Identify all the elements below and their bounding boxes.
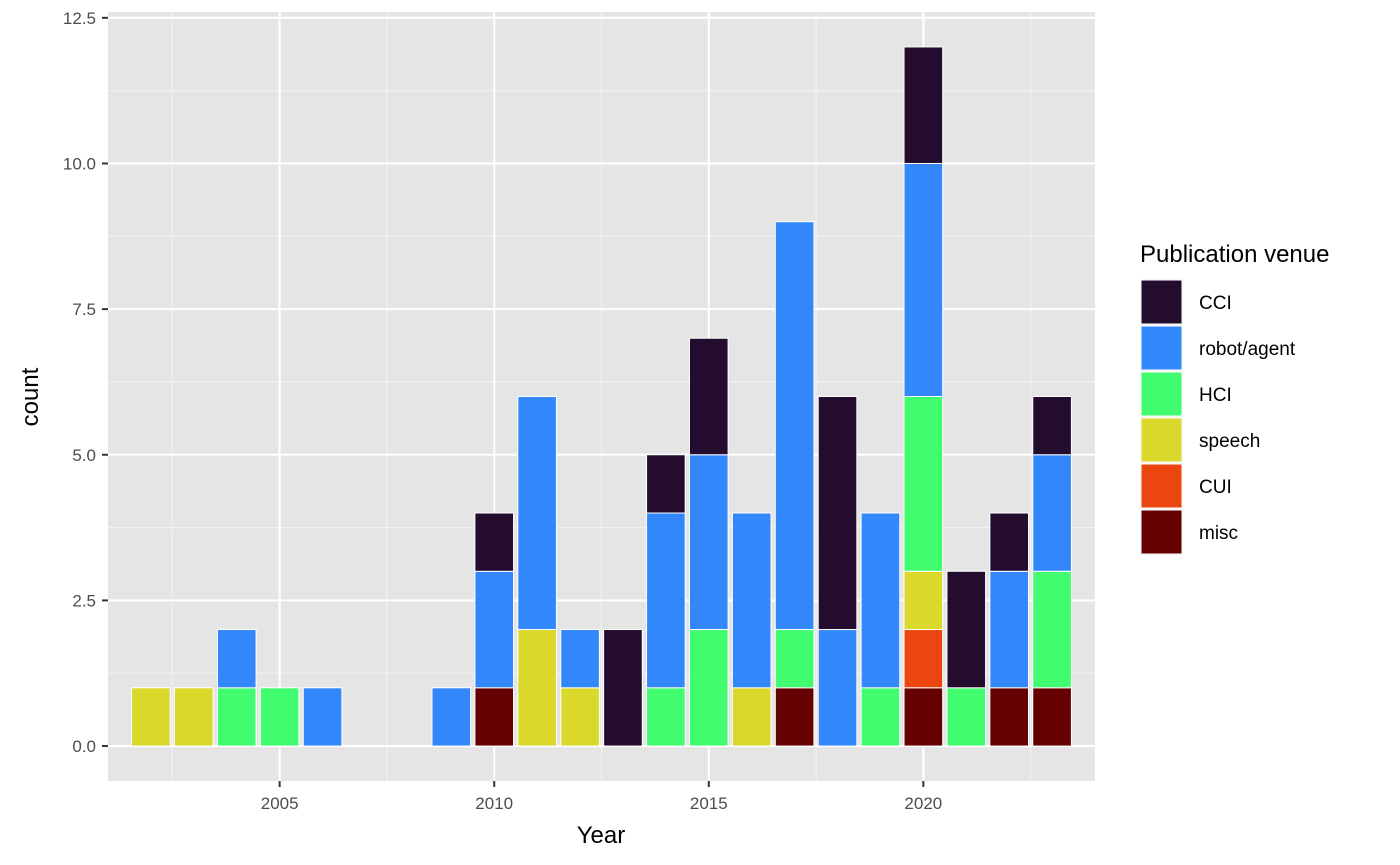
- bar-segment-hci-2021: [946, 687, 987, 747]
- bar-segment-cci-2014: [646, 454, 686, 514]
- x-axis-title: Year: [577, 822, 626, 849]
- x-tick-label: 2005: [261, 794, 299, 813]
- bar-segment-robot-agent-2019: [860, 512, 901, 689]
- legend-label: misc: [1199, 523, 1238, 544]
- y-tick-label: 2.5: [72, 591, 96, 610]
- legend: Publication venue CCI robot/agent HCI speec…: [1140, 241, 1329, 555]
- legend-label: CUI: [1199, 477, 1232, 498]
- bar-segment-hci-2015: [688, 629, 729, 747]
- bars: [131, 46, 1072, 747]
- legend-label: HCI: [1199, 385, 1232, 406]
- bar-segment-speech-2012: [560, 687, 600, 747]
- bar-segment-hci-2023: [1032, 570, 1072, 689]
- bar-segment-cci-2013: [603, 629, 643, 747]
- bar-segment-robot-agent-2015: [688, 454, 729, 631]
- x-tick-label: 2015: [690, 794, 728, 813]
- legend-label: speech: [1199, 431, 1260, 452]
- bar-segment-robot-agent-2006: [302, 687, 343, 747]
- x-axis: 2005 2010 2015 2020: [261, 781, 942, 813]
- bar-segment-cci-2020: [903, 46, 944, 164]
- bar-segment-robot-agent-2023: [1032, 454, 1072, 572]
- bar-segment-robot-agent-2004: [216, 629, 257, 689]
- bar-segment-misc-2020: [903, 687, 944, 747]
- bar-segment-robot-agent-2014: [646, 512, 686, 689]
- legend-swatch-speech: [1140, 417, 1183, 463]
- minor-gridlines: [108, 12, 1095, 781]
- y-tick-label: 10.0: [63, 154, 96, 173]
- bar-segment-robot-agent-2012: [560, 629, 600, 689]
- y-axis: 0.0 2.5 5.0 7.5 10.0 12.5: [63, 9, 108, 756]
- legend-swatch-cci: [1140, 279, 1183, 325]
- bar-segment-misc-2023: [1032, 687, 1072, 747]
- bar-segment-robot-agent-2016: [731, 512, 772, 689]
- legend-label: robot/agent: [1199, 339, 1296, 360]
- bar-segment-robot-agent-2010: [474, 570, 515, 689]
- bar-segment-speech-2003: [174, 687, 214, 747]
- y-axis-title: count: [17, 367, 44, 426]
- x-tick-label: 2020: [904, 794, 942, 813]
- y-tick-label: 0.0: [72, 737, 96, 756]
- bar-segment-speech-2020: [903, 570, 944, 631]
- legend-swatch-cui: [1140, 463, 1183, 509]
- bar-segment-misc-2022: [989, 687, 1029, 747]
- bar-segment-cci-2010: [474, 512, 515, 572]
- bar-segment-cci-2023: [1032, 396, 1072, 456]
- bar-segment-speech-2002: [131, 687, 171, 747]
- bar-segment-hci-2019: [860, 687, 901, 747]
- y-tick-label: 7.5: [72, 300, 96, 319]
- legend-swatch-misc: [1140, 509, 1183, 555]
- bar-segment-hci-2005: [259, 687, 300, 747]
- bar-segment-robot-agent-2018: [817, 629, 858, 747]
- bar-segment-cci-2021: [946, 570, 987, 689]
- bar-segment-speech-2016: [731, 687, 772, 747]
- bar-segment-hci-2017: [774, 629, 815, 689]
- bar-segment-robot-agent-2020: [903, 162, 944, 397]
- bar-segment-misc-2017: [774, 687, 815, 747]
- legend-label: CCI: [1199, 293, 1232, 314]
- bar-segment-cci-2015: [688, 337, 729, 456]
- bar-segment-robot-agent-2011: [517, 396, 557, 631]
- legend-swatch-robot-agent: [1140, 325, 1183, 371]
- bar-segment-cci-2018: [817, 396, 858, 631]
- bar-segment-speech-2011: [517, 629, 557, 747]
- bar-segment-robot-agent-2009: [431, 687, 472, 747]
- legend-swatch-hci: [1140, 371, 1183, 417]
- bar-segment-robot-agent-2022: [989, 570, 1029, 689]
- bar-segment-hci-2014: [646, 687, 686, 747]
- y-tick-label: 12.5: [63, 9, 96, 28]
- bar-segment-cui-2020: [903, 629, 944, 689]
- bar-segment-robot-agent-2017: [774, 221, 815, 631]
- y-tick-label: 5.0: [72, 446, 96, 465]
- legend-title: Publication venue: [1140, 241, 1329, 268]
- bar-segment-misc-2010: [474, 687, 515, 747]
- x-tick-label: 2010: [475, 794, 513, 813]
- bar-segment-hci-2004: [216, 687, 257, 747]
- bar-segment-cci-2022: [989, 512, 1029, 572]
- bar-segment-hci-2020: [903, 396, 944, 572]
